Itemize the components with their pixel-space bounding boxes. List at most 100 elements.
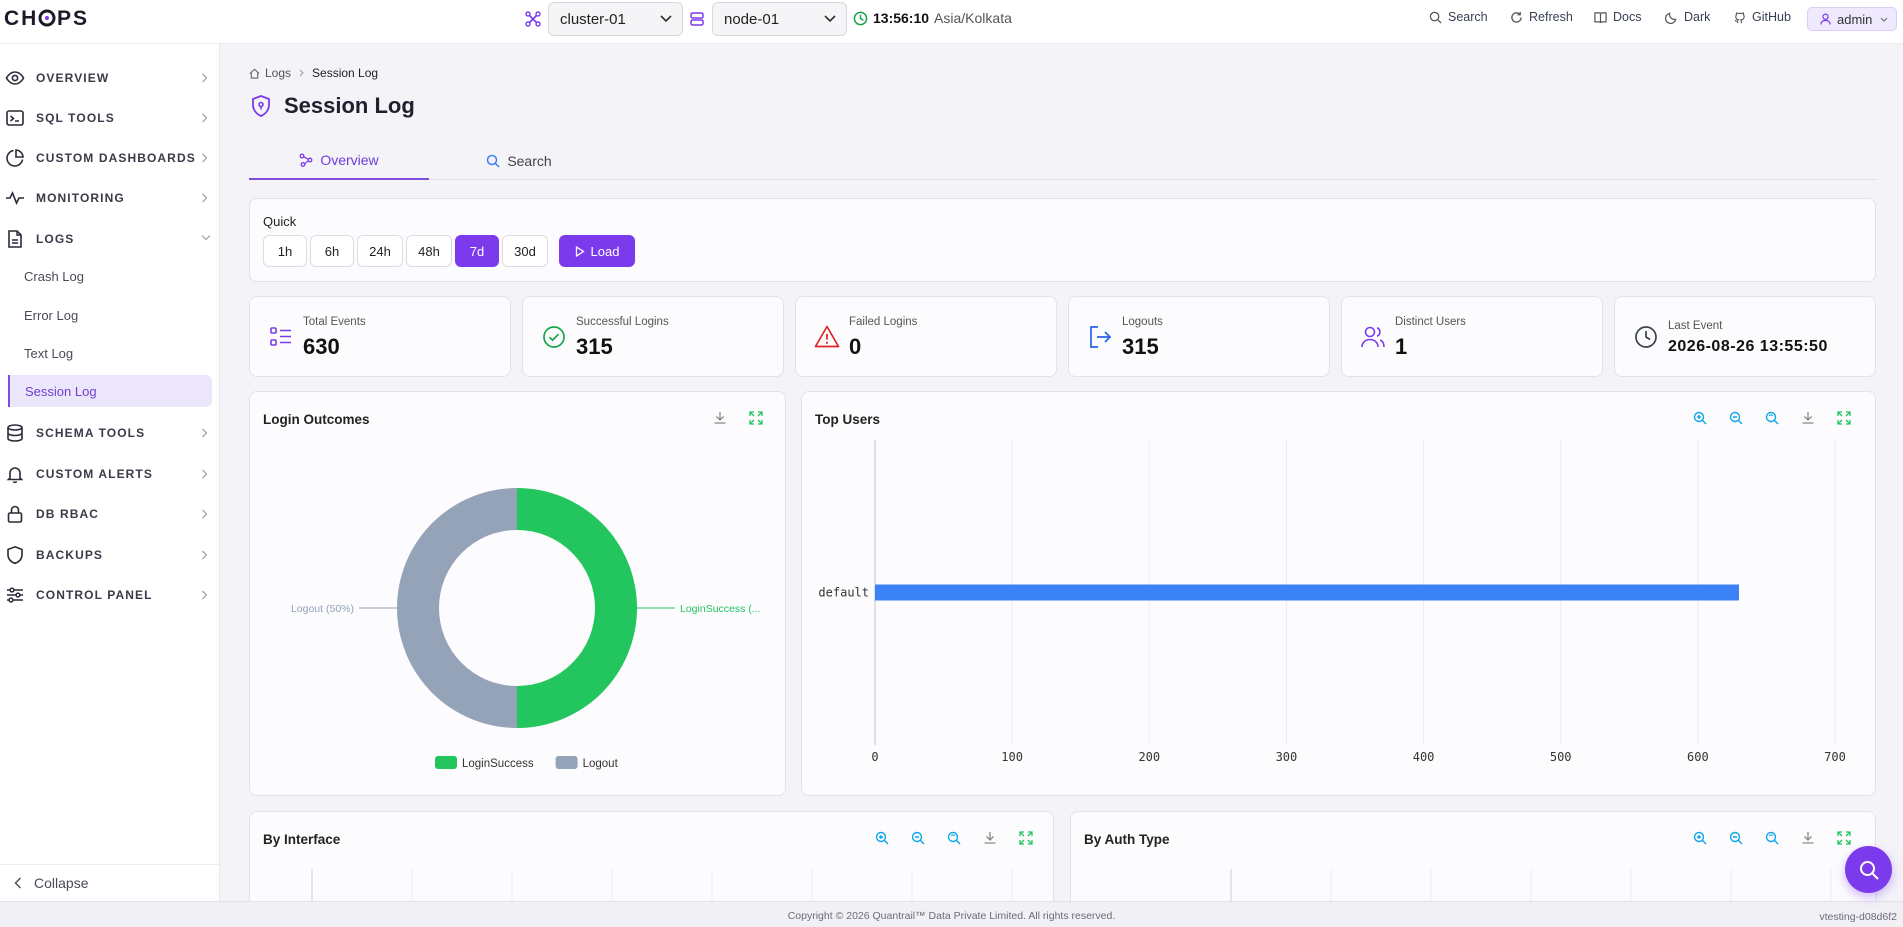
fullscreen-icon[interactable]: [1835, 409, 1853, 427]
theme-toggle-button[interactable]: Dark: [1665, 10, 1710, 24]
x-tick-label: 700: [1824, 750, 1846, 764]
sidebar-item-crash-log[interactable]: Crash Log: [24, 268, 84, 284]
chevron-right-icon: [201, 153, 208, 163]
donut-slice-logout: [397, 488, 517, 728]
clock-icon: [853, 11, 868, 26]
fullscreen-icon[interactable]: [1017, 829, 1035, 847]
sidebar-item-label: BACKUPS: [36, 548, 104, 562]
github-button[interactable]: GitHub: [1733, 10, 1791, 24]
tab-label: Overview: [320, 152, 379, 168]
range-1h-button[interactable]: 1h: [263, 235, 307, 267]
sidebar-item-monitoring[interactable]: MONITORING: [0, 180, 220, 216]
sidebar-item-schema-tools[interactable]: SCHEMA TOOLS: [0, 415, 220, 451]
zoom-in-icon[interactable]: [873, 829, 891, 847]
zoom-reset-icon[interactable]: [1763, 409, 1781, 427]
sidebar-item-overview[interactable]: OVERVIEW: [0, 60, 220, 96]
refresh-button-label: Refresh: [1529, 10, 1573, 24]
zoom-out-icon[interactable]: [1727, 829, 1745, 847]
stat-value: 315: [576, 334, 613, 359]
app-logo[interactable]: CH PS: [4, 7, 100, 29]
floating-search-button[interactable]: [1845, 846, 1892, 893]
range-6h-button[interactable]: 6h: [310, 235, 354, 267]
shield-icon: [5, 545, 25, 565]
legend-swatch: [435, 756, 457, 769]
stat-label: Logouts: [1122, 316, 1163, 328]
activity-icon: [5, 188, 25, 208]
docs-button[interactable]: Docs: [1594, 10, 1641, 24]
x-tick-label: 0: [871, 750, 878, 764]
pie-chart-icon: [5, 148, 25, 168]
sidebar-item-custom-alerts[interactable]: CUSTOM ALERTS: [0, 456, 220, 492]
stat-label: Failed Logins: [849, 316, 918, 328]
eye-icon: [5, 68, 25, 88]
refresh-button[interactable]: Refresh: [1510, 10, 1573, 24]
range-48h-button[interactable]: 48h: [406, 235, 452, 267]
sidebar-item-sql-tools[interactable]: SQL TOOLS: [0, 100, 220, 136]
sidebar-item-db-rbac[interactable]: DB RBAC: [0, 496, 220, 532]
download-icon[interactable]: [1799, 409, 1817, 427]
download-icon[interactable]: [1799, 829, 1817, 847]
sidebar-item-label: OVERVIEW: [36, 71, 110, 85]
sidebar-item-text-log[interactable]: Text Log: [24, 345, 74, 361]
x-tick-label: 300: [1276, 750, 1298, 764]
zoom-reset-icon[interactable]: [945, 829, 963, 847]
login-outcomes-card: Login Outcomes LoginSuccess (... Logout (…: [249, 391, 786, 796]
fullscreen-icon[interactable]: [747, 409, 765, 427]
stat-value: 315: [1122, 334, 1159, 359]
stat-card-last-event: Last Event 2026-08-26 13:55:50: [1614, 296, 1876, 377]
sidebar-item-custom-dashboards[interactable]: CUSTOM DASHBOARDS: [0, 140, 220, 176]
login-outcomes-donut-chart: LoginSuccess (... Logout (50%) LoginSucces…: [291, 488, 761, 770]
stat-value: 2026-08-26 13:55:50: [1668, 338, 1828, 355]
load-button[interactable]: Load: [559, 235, 635, 267]
search-button[interactable]: Search: [1429, 10, 1488, 24]
search-icon: [486, 154, 500, 168]
fullscreen-icon[interactable]: [1835, 829, 1853, 847]
tab-search[interactable]: Search: [429, 142, 609, 180]
x-tick-label: 500: [1550, 750, 1572, 764]
search-icon: [1429, 11, 1442, 24]
cluster-select-value: cluster-01: [560, 10, 626, 28]
node-select-group: node-01: [689, 2, 847, 36]
legend-label: Logout: [583, 758, 619, 770]
range-7d-button[interactable]: 7d: [455, 235, 499, 267]
sidebar-item-error-log[interactable]: Error Log: [24, 307, 79, 323]
github-button-label: GitHub: [1752, 10, 1791, 24]
node-select[interactable]: node-01: [712, 2, 847, 36]
zoom-out-icon[interactable]: [1727, 409, 1745, 427]
shield-icon: [249, 94, 273, 118]
range-24h-button[interactable]: 24h: [357, 235, 403, 267]
breadcrumb-logs-link[interactable]: Logs: [265, 66, 292, 80]
download-icon[interactable]: [711, 409, 729, 427]
user-menu-button[interactable]: admin: [1807, 7, 1897, 31]
sidebar-item-backups[interactable]: BACKUPS: [0, 537, 220, 573]
sidebar-item-control-panel[interactable]: CONTROL PANEL: [0, 577, 220, 613]
chevron-down-icon: [660, 15, 672, 23]
sidebar-item-label: LOGS: [36, 232, 75, 246]
cluster-select-group: cluster-01: [525, 2, 683, 36]
collapse-sidebar-button[interactable]: Collapse: [0, 864, 220, 901]
zoom-reset-icon[interactable]: [1763, 829, 1781, 847]
sidebar-item-logs[interactable]: LOGS: [0, 221, 220, 257]
top-users-card: Top Users 0 100 200 300 400 500 600 700 default: [801, 391, 1876, 796]
zoom-in-icon[interactable]: [1691, 409, 1709, 427]
download-icon[interactable]: [981, 829, 999, 847]
warning-icon: [813, 323, 841, 351]
zoom-in-icon[interactable]: [1691, 829, 1709, 847]
bar-default: [875, 584, 1739, 601]
chart-title: Top Users: [815, 412, 881, 427]
tab-overview[interactable]: Overview: [249, 142, 429, 180]
theme-toggle-label: Dark: [1684, 10, 1711, 24]
y-tick-label: default: [818, 586, 869, 600]
book-icon: [1594, 11, 1607, 24]
range-30d-button[interactable]: 30d: [502, 235, 548, 267]
sidebar-item-session-log[interactable]: Session Log: [8, 375, 212, 407]
database-icon: [5, 423, 25, 443]
zoom-out-icon[interactable]: [909, 829, 927, 847]
sidebar: OVERVIEW SQL TOOLS CUSTOM DASHBOARDS MON…: [0, 44, 220, 901]
nodes-icon: [299, 153, 313, 167]
sidebar-item-label: CUSTOM ALERTS: [36, 467, 153, 481]
users-icon: [1359, 323, 1387, 351]
chevron-right-icon: [201, 428, 208, 438]
cluster-select[interactable]: cluster-01: [548, 2, 683, 36]
chevron-right-icon: [201, 113, 208, 123]
